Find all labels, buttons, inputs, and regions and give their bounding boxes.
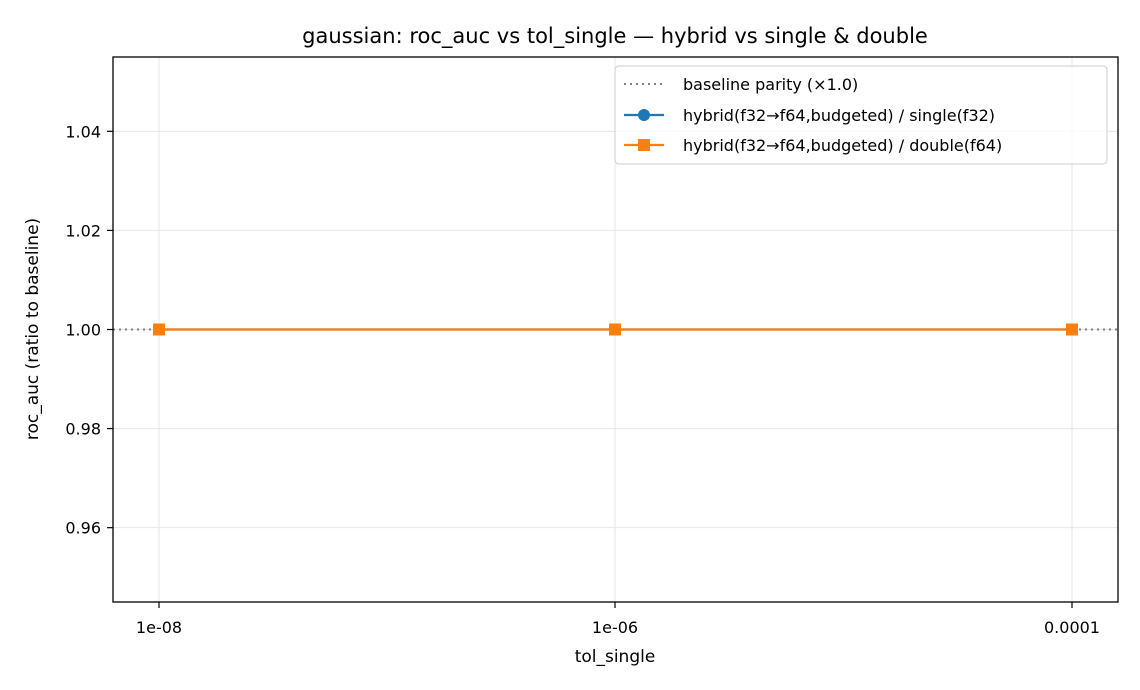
series-2-point	[153, 323, 165, 336]
x-axis-label: tol_single	[575, 647, 656, 667]
ticks: 1e-08 1e-06 0.0001 0.96 0.98 1.00 1.02 1.04	[65, 122, 1100, 637]
y-tick-label: 1.02	[65, 221, 101, 240]
chart-title: gaussian: roc_auc vs tol_single — hybrid…	[302, 24, 928, 49]
y-tick-label: 0.98	[65, 420, 101, 439]
series-2-point	[1066, 323, 1078, 336]
legend-series-1-marker	[638, 109, 650, 121]
y-tick-label: 1.00	[65, 321, 101, 340]
legend: baseline parity (×1.0) hybrid(f32→f64,bud…	[614, 65, 1108, 165]
y-tick-label: 1.04	[65, 122, 101, 141]
legend-baseline-label: baseline parity (×1.0)	[683, 75, 858, 94]
legend-box	[614, 65, 1108, 165]
y-axis-label: roc_auc (ratio to baseline)	[23, 218, 43, 440]
y-tick-label: 0.96	[65, 519, 101, 538]
legend-series-1-label: hybrid(f32→f64,budgeted) / single(f32)	[683, 106, 995, 125]
x-tick-label: 1e-08	[136, 618, 182, 637]
x-tick-label: 0.0001	[1044, 618, 1100, 637]
legend-series-2-marker	[638, 139, 650, 151]
series-2-point	[609, 323, 621, 336]
series-layer	[153, 323, 1078, 336]
x-tick-label: 1e-06	[592, 618, 638, 637]
legend-series-2-label: hybrid(f32→f64,budgeted) / double(f64)	[683, 136, 1002, 155]
